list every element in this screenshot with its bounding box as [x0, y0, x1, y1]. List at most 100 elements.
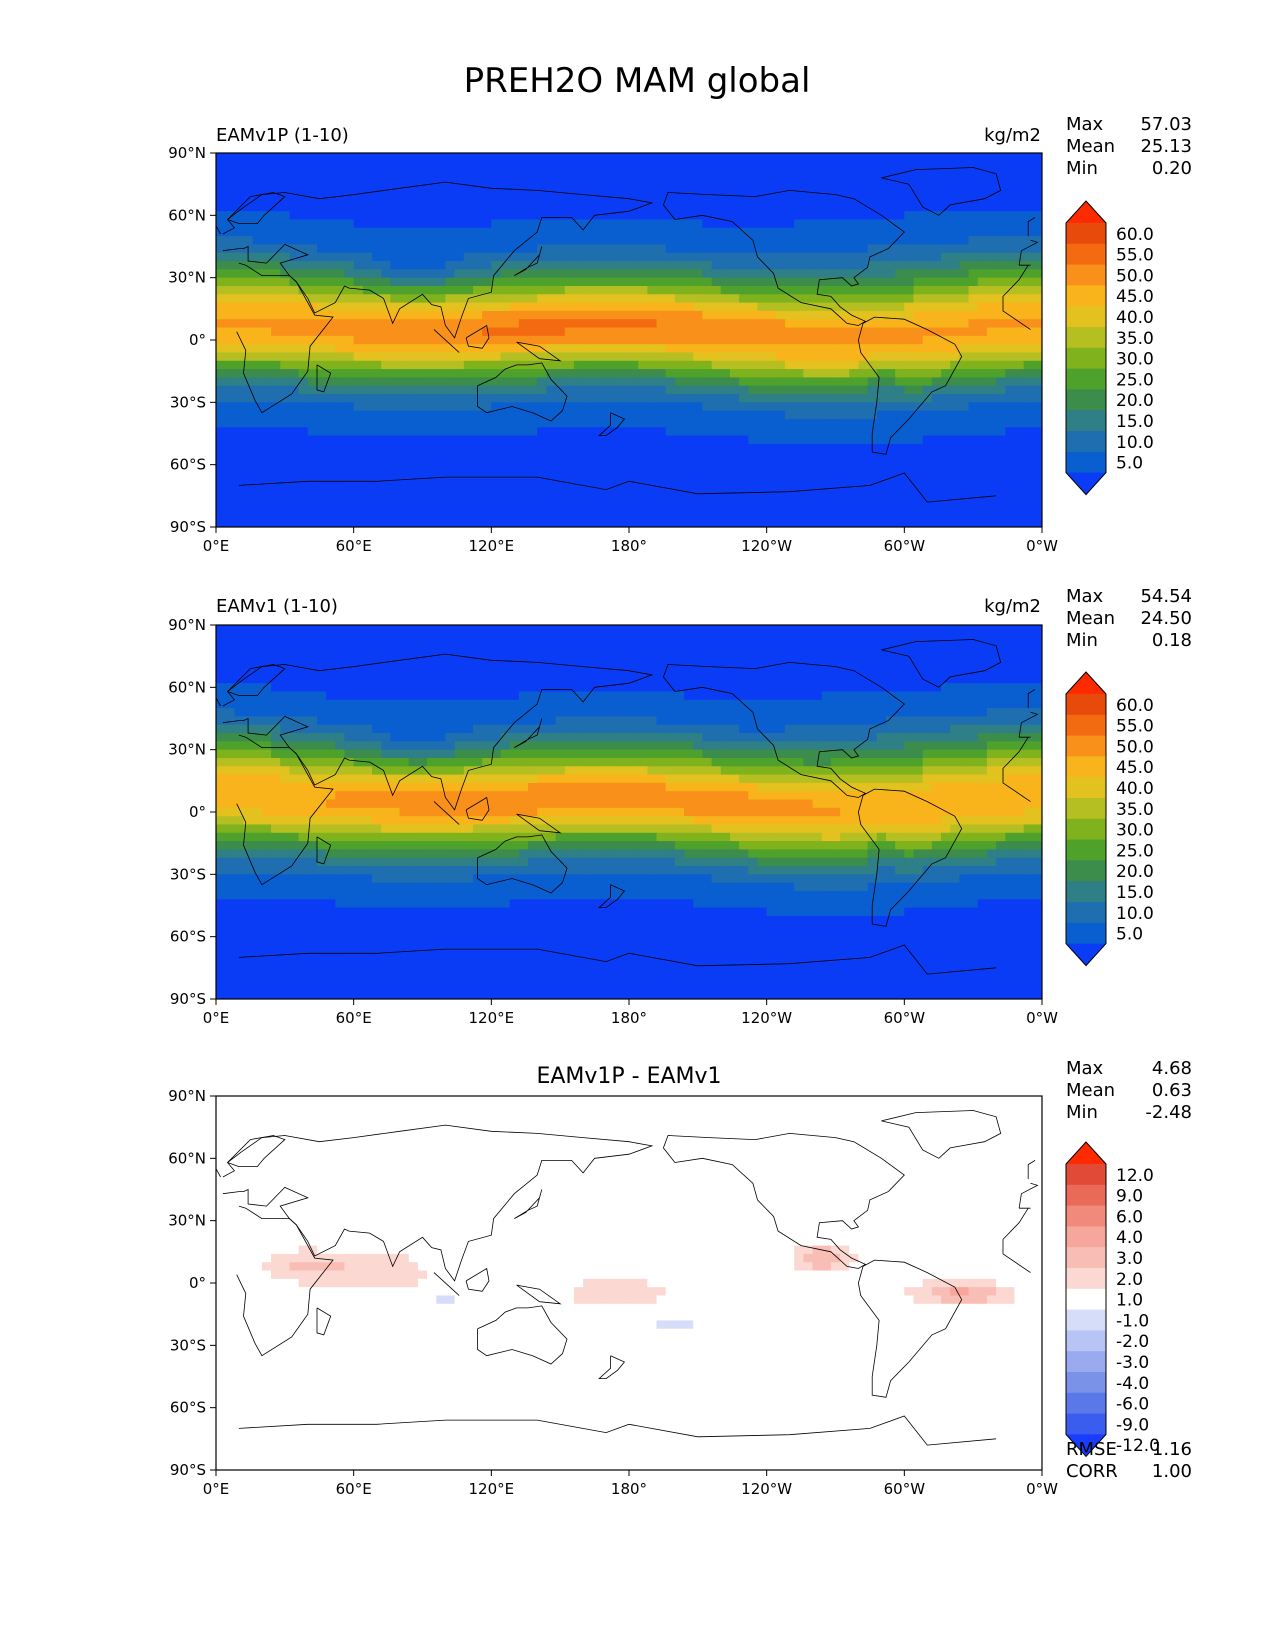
field-cell — [500, 485, 511, 495]
field-cell — [720, 369, 731, 378]
field-cell — [500, 236, 511, 246]
field-cell — [1014, 277, 1025, 287]
field-cell — [243, 649, 254, 659]
field-cell — [399, 699, 410, 709]
field-cell — [583, 699, 593, 709]
field-cell — [344, 161, 355, 171]
field-cell — [629, 394, 639, 403]
field-cell — [1005, 269, 1016, 279]
field-cell — [950, 518, 960, 527]
field-cell — [280, 335, 291, 345]
field-cell — [619, 294, 630, 304]
field-cell — [968, 335, 979, 345]
field-cell — [234, 369, 245, 378]
field-cell — [436, 211, 447, 221]
field-cell — [528, 385, 538, 395]
field-cell — [271, 418, 281, 428]
field-cell — [794, 658, 804, 668]
field-cell — [720, 244, 731, 254]
field-cell — [261, 161, 272, 171]
field-cell — [353, 666, 364, 676]
field-cell — [472, 344, 483, 354]
field-cell — [592, 261, 603, 270]
field-cell — [610, 402, 621, 412]
field-cell — [977, 485, 988, 495]
field-cell — [941, 227, 951, 237]
field-cell — [610, 335, 621, 345]
field-cell — [821, 285, 832, 295]
field-cell — [968, 177, 979, 187]
field-cell — [785, 369, 795, 378]
field-cell — [885, 369, 896, 378]
field-cell — [693, 468, 704, 478]
field-cell — [702, 319, 713, 329]
field-cell — [775, 493, 786, 503]
field-cell — [555, 369, 566, 378]
field-cell — [408, 699, 419, 709]
field-cell — [344, 385, 355, 395]
field-cell — [252, 641, 263, 651]
field-cell — [785, 418, 795, 428]
field-cell — [968, 468, 979, 478]
field-cell — [216, 402, 226, 412]
field-cell — [821, 302, 832, 312]
field-cell — [592, 674, 603, 684]
field-cell — [904, 402, 915, 412]
field-cell — [757, 327, 768, 337]
field-cell — [895, 252, 905, 262]
field-cell — [225, 435, 235, 445]
field-cell — [518, 244, 529, 254]
field-cell — [1032, 691, 1042, 701]
field-cell — [840, 674, 850, 684]
field-cell — [353, 261, 364, 270]
field-cell — [307, 502, 318, 511]
field-cell — [647, 443, 658, 453]
field-cell — [436, 294, 447, 304]
field-cell — [913, 691, 924, 701]
field-cell — [775, 369, 786, 378]
field-cell — [408, 385, 419, 395]
field-cell — [656, 477, 667, 487]
field-cell — [353, 435, 364, 445]
field-cell — [638, 452, 648, 462]
field-cell — [840, 227, 850, 237]
y-tick-label: 90°S — [170, 518, 206, 536]
field-cell — [537, 211, 547, 221]
field-cell — [720, 633, 731, 643]
field-cell — [748, 327, 759, 337]
field-cell — [785, 269, 795, 279]
field-cell — [849, 352, 860, 362]
field-cell — [904, 649, 915, 659]
field-cell — [830, 236, 841, 246]
field-cell — [528, 244, 538, 254]
field-cell — [372, 674, 382, 684]
field-cell — [564, 493, 575, 503]
field-cell — [298, 352, 309, 362]
field-cell — [812, 252, 823, 262]
field-cell — [417, 385, 428, 395]
field-cell — [757, 683, 768, 693]
field-cell — [509, 460, 520, 470]
field-cell — [748, 261, 759, 270]
field-cell — [629, 518, 639, 527]
field-cell — [775, 310, 786, 320]
field-cell — [757, 153, 768, 162]
field-cell — [748, 294, 759, 304]
field-cell — [748, 219, 759, 229]
field-cell — [674, 211, 685, 221]
field-cell — [785, 510, 795, 520]
field-cell — [711, 161, 722, 171]
field-cell — [885, 269, 896, 279]
field-cell — [849, 310, 860, 320]
field-cell — [381, 269, 391, 279]
field-cell — [408, 194, 419, 204]
field-cell — [941, 252, 951, 262]
field-cell — [619, 666, 630, 676]
field-cell — [729, 194, 740, 204]
field-cell — [812, 502, 823, 511]
field-cell — [500, 319, 511, 329]
field-cell — [693, 369, 704, 378]
field-cell — [895, 335, 905, 345]
field-cell — [592, 352, 603, 362]
field-cell — [904, 194, 915, 204]
